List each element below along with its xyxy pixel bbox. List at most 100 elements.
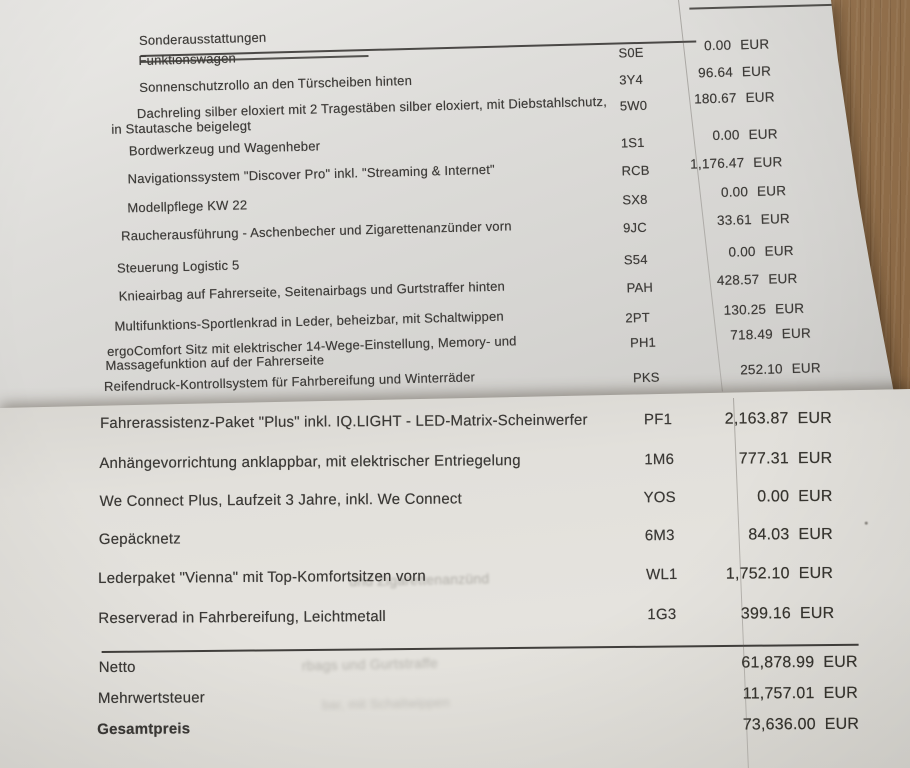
option-code: PH1 — [629, 334, 657, 351]
option-code: 1M6 — [644, 450, 675, 469]
price-currency-label: EUR — [798, 525, 833, 544]
lower-sheet-shadow: und Zigarettenanzünd rbags und Gurtstraf… — [0, 388, 910, 768]
total-label: Gesamtpreis — [97, 720, 191, 739]
option-price-amount: 1,752.10 — [725, 565, 790, 583]
option-label: Gepäcknetz — [98, 530, 181, 549]
option-price-amount: 718.49 — [730, 326, 774, 343]
option-price-amount: 180.67 — [693, 90, 737, 107]
price-currency-label: EUR — [774, 300, 805, 317]
total-amount: 11,757.01 — [742, 685, 815, 703]
paper-speck — [864, 521, 868, 525]
price-currency-label: EUR — [823, 684, 858, 702]
total-amount: 73,636.00 — [742, 716, 816, 734]
option-label: Dachreling silber eloxiert mit 2 Tragest… — [136, 93, 608, 122]
option-price-amount: 0.00 — [703, 37, 732, 54]
option-label: Funktionswagen — [138, 50, 237, 69]
price-currency-label: EUR — [823, 653, 858, 671]
option-row: Anhängevorrichtung anklappbar, mit elekt… — [0, 449, 910, 473]
price-currency-label: EUR — [756, 183, 787, 199]
price-currency-label: EUR — [824, 715, 860, 733]
option-price: 0.00 EUR — [757, 488, 832, 507]
price-currency-label: EUR — [764, 242, 794, 259]
option-price-amount: 33.61 — [716, 212, 752, 228]
option-row: Gepäcknetz 6M3 84.03 EUR — [1, 525, 910, 549]
option-row: We Connect Plus, Laufzeit 3 Jahre, inkl.… — [1, 487, 910, 511]
price-currency-label: EUR — [797, 449, 833, 468]
lower-sheet-content: und Zigarettenanzünd rbags und Gurtstraf… — [0, 389, 910, 768]
option-row: Fahrerassistenz-Paket "Plus" inkl. IQ.LI… — [0, 409, 910, 433]
option-price-amount: 84.03 — [748, 526, 790, 544]
totals-divider-line — [101, 643, 859, 654]
option-code: 1S1 — [620, 134, 645, 151]
cropped-row-line — [689, 3, 833, 10]
option-price: 252.10 EUR — [740, 360, 821, 377]
option-label: Sonnenschutzrollo an den Türscheiben hin… — [139, 72, 413, 96]
total-price: 11,757.01 EUR — [743, 685, 858, 704]
option-price-amount: 0.00 — [728, 243, 756, 260]
option-price: 0.00 EUR — [704, 37, 770, 54]
option-price: 0.00 EUR — [721, 183, 787, 200]
price-currency-label: EUR — [753, 154, 783, 170]
option-price: 0.00 EUR — [712, 126, 778, 143]
price-currency-label: EUR — [781, 325, 812, 342]
option-code: S54 — [623, 251, 648, 268]
option-label: Multifunktions-Sportlenkrad in Leder, be… — [114, 308, 505, 334]
option-label: Lederpaket "Vienna" mit Top-Komfortsitze… — [98, 567, 426, 588]
option-price: 428.57 EUR — [717, 271, 798, 288]
option-price: 718.49 EUR — [730, 326, 811, 343]
option-label: Modellpflege KW 22 — [127, 197, 248, 216]
total-price: 73,636.00 EUR — [743, 716, 859, 735]
option-label: We Connect Plus, Laufzeit 3 Jahre, inkl.… — [99, 490, 462, 511]
option-price: 1,752.10 EUR — [726, 565, 833, 584]
option-label: Bordwerkzeug und Wagenheber — [128, 138, 321, 159]
total-label: Netto — [98, 658, 136, 677]
option-code: S0E — [618, 44, 644, 61]
price-currency-label: EUR — [741, 63, 772, 80]
option-label: Steuerung Logistic 5 — [116, 257, 240, 276]
price-currency-label: EUR — [798, 564, 834, 583]
option-code: YOS — [643, 488, 676, 507]
option-price: 96.64 EUR — [698, 63, 771, 80]
totals-row: Gesamtpreis 73,636.00 EUR — [2, 715, 910, 739]
option-price-amount: 399.16 — [740, 605, 792, 623]
option-label-line2: in Stautasche beigelegt — [111, 118, 252, 137]
totals-row: Mehrwertsteuer 11,757.01 EUR — [2, 684, 910, 708]
option-code: 9JC — [622, 219, 647, 236]
option-label: Navigationssystem "Discover Pro" inkl. "… — [127, 161, 496, 187]
price-currency-label: EUR — [745, 89, 775, 106]
option-price-amount: 130.25 — [723, 301, 767, 318]
option-code: PKS — [632, 369, 660, 386]
option-code: 5W0 — [619, 97, 648, 114]
option-price-amount: 252.10 — [740, 361, 783, 378]
option-code: PF1 — [643, 411, 673, 429]
option-price: 777.31 EUR — [739, 450, 833, 469]
option-row: Reserverad in Fahrbereifung, Leichtmetal… — [1, 604, 910, 628]
total-price: 61,878.99 EUR — [741, 654, 857, 673]
option-code: RCB — [621, 162, 650, 179]
option-price-amount: 0.00 — [720, 184, 749, 200]
option-price: 0.00 EUR — [728, 243, 794, 260]
section-header: Sonderausstattungen — [138, 29, 267, 49]
price-currency-label: EUR — [740, 36, 770, 53]
upper-sheet-shadow: Sonderausstattungen Funktionswagen S0E 0… — [0, 0, 901, 418]
upper-sheet-content: Sonderausstattungen Funktionswagen S0E 0… — [104, 3, 833, 394]
option-code: 2PT — [625, 309, 651, 326]
price-currency-label: EUR — [748, 126, 778, 143]
option-price: 2,163.87 EUR — [725, 410, 832, 429]
option-label: Anhängevorrichtung anklappbar, mit elekt… — [99, 452, 521, 473]
option-price-amount: 96.64 — [697, 64, 734, 81]
price-currency-label: EUR — [799, 604, 835, 623]
option-price-amount: 428.57 — [716, 271, 760, 288]
option-code: 6M3 — [644, 526, 675, 545]
price-currency-label: EUR — [798, 487, 833, 506]
lower-sheet: und Zigarettenanzünd rbags und Gurtstraf… — [0, 389, 910, 768]
price-currency-label: EUR — [791, 360, 822, 377]
option-label: Raucherausführung - Aschenbecher und Zig… — [120, 218, 512, 244]
totals-row: Netto 61,878.99 EUR — [2, 653, 910, 677]
option-code: 1G3 — [647, 605, 677, 624]
option-price-amount: 0.00 — [712, 127, 740, 144]
option-price: 399.16 EUR — [741, 605, 835, 624]
price-currency-label: EUR — [760, 211, 791, 227]
option-label: Fahrerassistenz-Paket "Plus" inkl. IQ.LI… — [99, 411, 588, 432]
